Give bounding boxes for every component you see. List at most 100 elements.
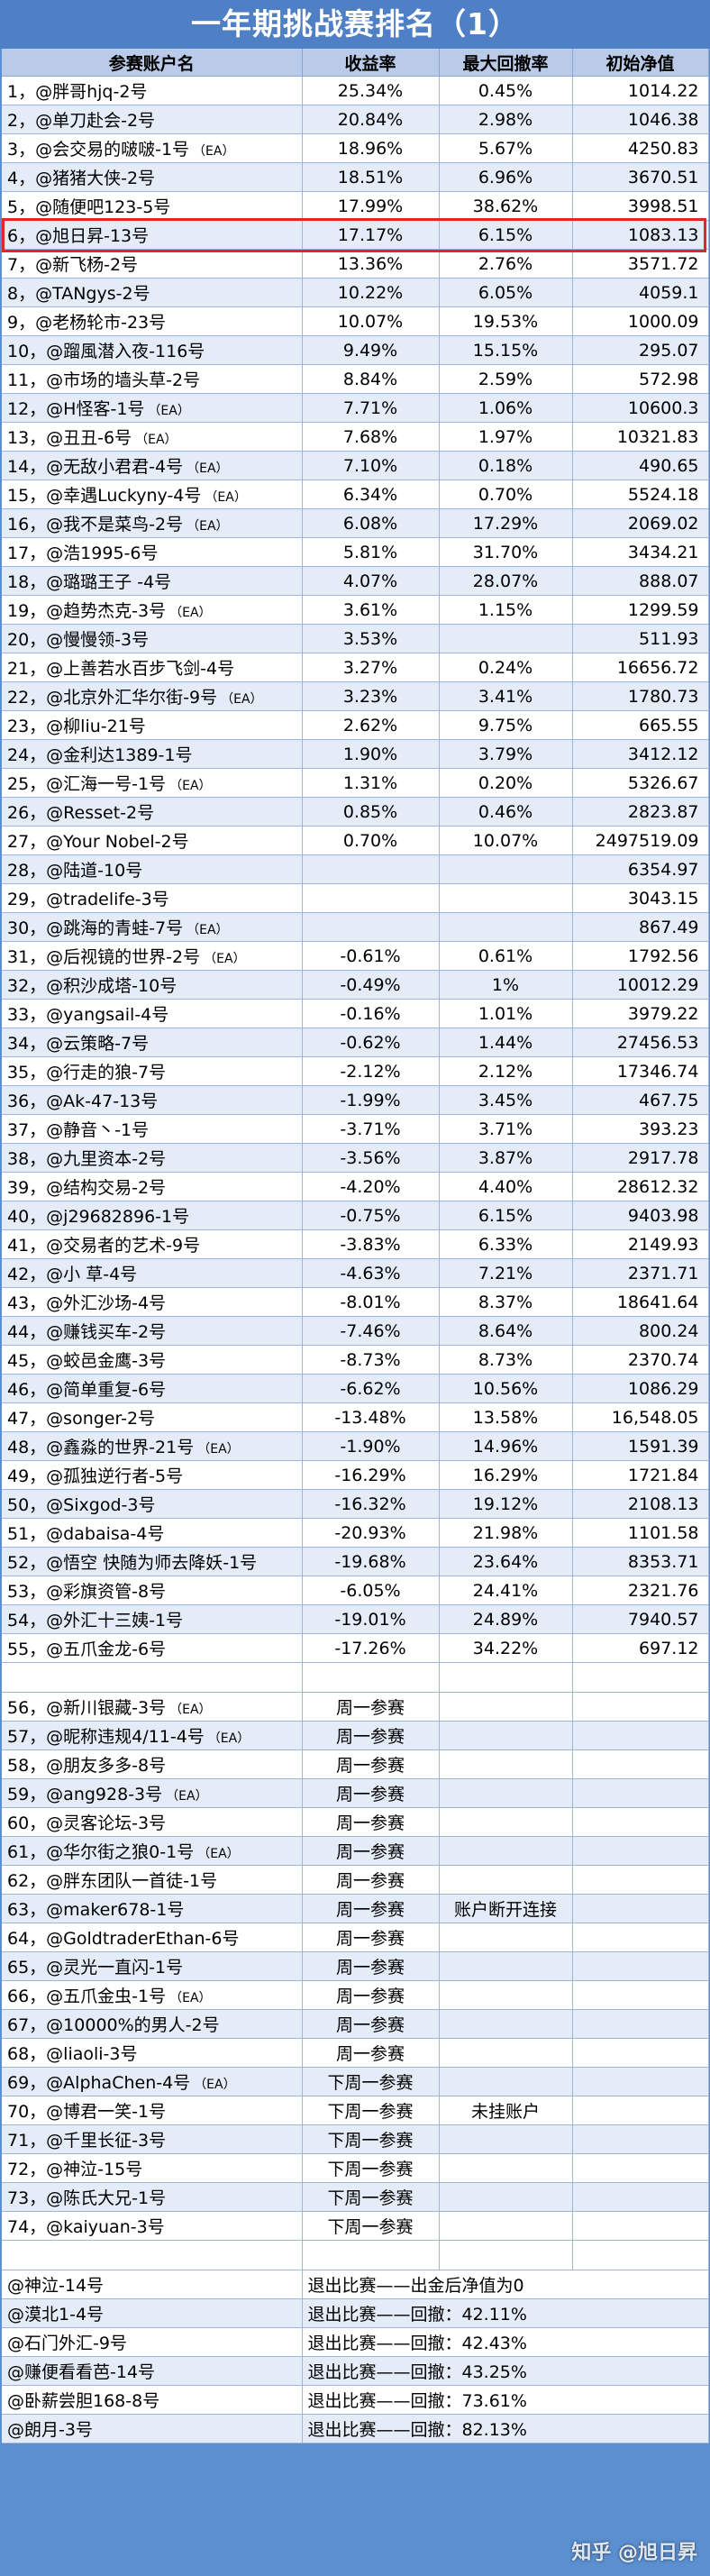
table-row: 44，@赚钱买车-2号 -7.46% 8.64% 800.24 (2, 1316, 709, 1346)
account-cell: 33，@yangsail-4号 (2, 999, 303, 1028)
initial-nav-cell: 295.07 (572, 335, 709, 365)
account-cell: 63，@maker678-1号 (2, 1894, 303, 1923)
table-row: 67，@10000%的男人-2号 周一参赛 (2, 2009, 709, 2039)
account-name: @赚便看看芭-14号 (2, 2356, 303, 2386)
drawdown-cell: 7.21% (439, 1258, 573, 1288)
note-cell (439, 2038, 573, 2068)
table-row: 18，@璐璐王子 -4号 4.07% 28.07% 888.07 (2, 566, 709, 596)
account-name: 56，@新川银藏-3号 (7, 1698, 167, 1718)
account-cell: 1，@胖哥hjq-2号 (2, 76, 303, 105)
account-cell: 14，@无敌小君君-4号 （EA） (2, 451, 303, 480)
page-title: 一年期挑战赛排名（1） (0, 0, 710, 49)
ea-tag: （EA） (187, 461, 229, 476)
header-return: 收益率 (302, 49, 440, 77)
ea-tag: （EA） (169, 779, 212, 793)
initial-nav-cell: 7940.57 (572, 1604, 709, 1634)
return-cell: -8.01% (302, 1287, 440, 1317)
table-row: 9，@老杨轮市-23号 10.07% 19.53% 1000.09 (2, 306, 709, 336)
table-row: 55，@五爪金龙-6号 -17.26% 34.22% 697.12 (2, 1633, 709, 1663)
drawdown-cell: 3.79% (439, 739, 573, 769)
table-row: 61，@华尔街之狼0-1号 （EA） 周一参赛 (2, 1836, 709, 1866)
account-cell: 56，@新川银藏-3号 （EA） (2, 1692, 303, 1722)
account-cell: 48，@鑫淼的世界-21号 （EA） (2, 1431, 303, 1461)
empty-cell (572, 1749, 709, 1779)
account-cell: 29，@tradelife-3号 (2, 883, 303, 913)
table-row: 72，@神泣-15号 下周一参赛 (2, 2153, 709, 2183)
empty-cell (572, 1836, 709, 1866)
initial-nav-cell: 6354.97 (572, 854, 709, 884)
ea-tag: （EA） (193, 144, 235, 159)
account-name: 50，@Sixgod-3号 (7, 1495, 156, 1515)
account-cell: 61，@华尔街之狼0-1号 （EA） (2, 1836, 303, 1866)
table-row: 29，@tradelife-3号 3043.15 (2, 883, 709, 913)
empty-cell (572, 2153, 709, 2183)
return-cell: -4.20% (302, 1172, 440, 1201)
return-cell: -20.93% (302, 1518, 440, 1548)
table-row: 43，@外汇沙场-4号 -8.01% 8.37% 18641.64 (2, 1287, 709, 1317)
account-cell: 11，@市场的墙头草-2号 (2, 364, 303, 394)
section-divider (2, 2240, 709, 2270)
return-cell: -7.46% (302, 1316, 440, 1346)
ea-tag: （EA） (166, 1789, 208, 1804)
table-row: 26，@Resset-2号 0.85% 0.46% 2823.87 (2, 797, 709, 827)
return-cell: 18.96% (302, 133, 440, 163)
account-name: 69，@AlphaChen-4号 (7, 2073, 191, 2093)
account-cell: 20，@慢慢领-3号 (2, 624, 303, 653)
initial-nav-cell: 1086.29 (572, 1374, 709, 1403)
initial-nav-cell: 3998.51 (572, 191, 709, 221)
account-cell: 12，@H怪客-1号 （EA） (2, 393, 303, 423)
account-cell: 6，@旭日昇-13号 (2, 220, 303, 250)
account-name: 61，@华尔街之狼0-1号 (7, 1842, 195, 1862)
status-cell: 周一参赛 (302, 2009, 440, 2039)
drawdown-cell: 9.75% (439, 710, 573, 740)
table-row: 62，@胖东团队一首徒-1号 周一参赛 (2, 1865, 709, 1895)
table-row: 71，@千里长征-3号 下周一参赛 (2, 2124, 709, 2154)
table-row: 22，@北京外汇华尔街-9号 （EA） 3.23% 3.41% 1780.73 (2, 681, 709, 711)
table-row: 49，@孤独逆行者-5号 -16.29% 16.29% 1721.84 (2, 1460, 709, 1490)
initial-nav-cell: 3979.22 (572, 999, 709, 1028)
initial-nav-cell: 5524.18 (572, 480, 709, 509)
ea-tag: （EA） (207, 1731, 250, 1746)
drawdown-cell: 19.12% (439, 1489, 573, 1519)
account-name: 45，@蛟邑金鹰-3号 (7, 1351, 167, 1371)
account-cell: 34，@云策略-7号 (2, 1028, 303, 1057)
return-cell: 10.07% (302, 306, 440, 336)
account-cell: 17，@浩1995-6号 (2, 537, 303, 567)
return-cell: 6.08% (302, 508, 440, 538)
table-row: 10，@蹓風潜入夜-116号 9.49% 15.15% 295.07 (2, 335, 709, 365)
account-name: 46，@简单重复-6号 (7, 1380, 167, 1400)
account-cell: 60，@灵客论坛-3号 (2, 1807, 303, 1837)
account-name: 39，@结构交易-2号 (7, 1178, 167, 1198)
account-name: 13，@丑丑-6号 (7, 428, 132, 448)
table-row: 24，@金利达1389-1号 1.90% 3.79% 3412.12 (2, 739, 709, 769)
empty-cell (572, 2182, 709, 2212)
account-name: 22，@北京外汇华尔街-9号 (7, 688, 218, 708)
account-name: 64，@GoldtraderEthan-6号 (7, 1929, 240, 1949)
status-cell: 周一参赛 (302, 1894, 440, 1923)
account-name: 66，@五爪金虫-1号 (7, 1987, 167, 2006)
table-row: 7，@新飞杨-2号 13.36% 2.76% 3571.72 (2, 249, 709, 279)
exit-status-cell: 退出比赛——回撤：42.43% (302, 2327, 709, 2357)
table-row: 51，@dabaisa-4号 -20.93% 21.98% 1101.58 (2, 1518, 709, 1548)
exit-status-cell: 退出比赛——回撤：82.13% (302, 2414, 709, 2444)
drawdown-cell: 6.15% (439, 1201, 573, 1230)
account-cell: 42，@小 草-4号 (2, 1258, 303, 1288)
account-cell: 73，@陈氏大兄-1号 (2, 2182, 303, 2212)
table-row: @神泣-14号 退出比赛——出金后净值为0 (2, 2270, 709, 2299)
account-cell: 32，@积沙成塔-10号 (2, 970, 303, 1000)
return-cell (302, 912, 440, 942)
account-name: 30，@跳海的青蛙-7号 (7, 918, 184, 938)
table-row: @漠北1-4号 退出比赛——回撤：42.11% (2, 2298, 709, 2328)
table-row: 41，@交易者的艺术-9号 -3.83% 6.33% 2149.93 (2, 1229, 709, 1259)
table-row: @朗月-3号 退出比赛——回撤：82.13% (2, 2414, 709, 2444)
account-cell: 31，@后视镜的世界-2号 （EA） (2, 941, 303, 971)
note-cell (439, 2211, 573, 2241)
table-row: 23，@柳liu-21号 2.62% 9.75% 665.55 (2, 710, 709, 740)
initial-nav-cell: 1046.38 (572, 105, 709, 134)
account-cell: 19，@趋势杰克-3号 （EA） (2, 595, 303, 625)
initial-nav-cell: 697.12 (572, 1633, 709, 1663)
account-cell: 3，@会交易的啵啵-1号 （EA） (2, 133, 303, 163)
account-name: 42，@小 草-4号 (7, 1265, 138, 1284)
table-row: 15，@幸遇Luckyny-4号 （EA） 6.34% 0.70% 5524.18 (2, 480, 709, 509)
note-cell (439, 1692, 573, 1722)
